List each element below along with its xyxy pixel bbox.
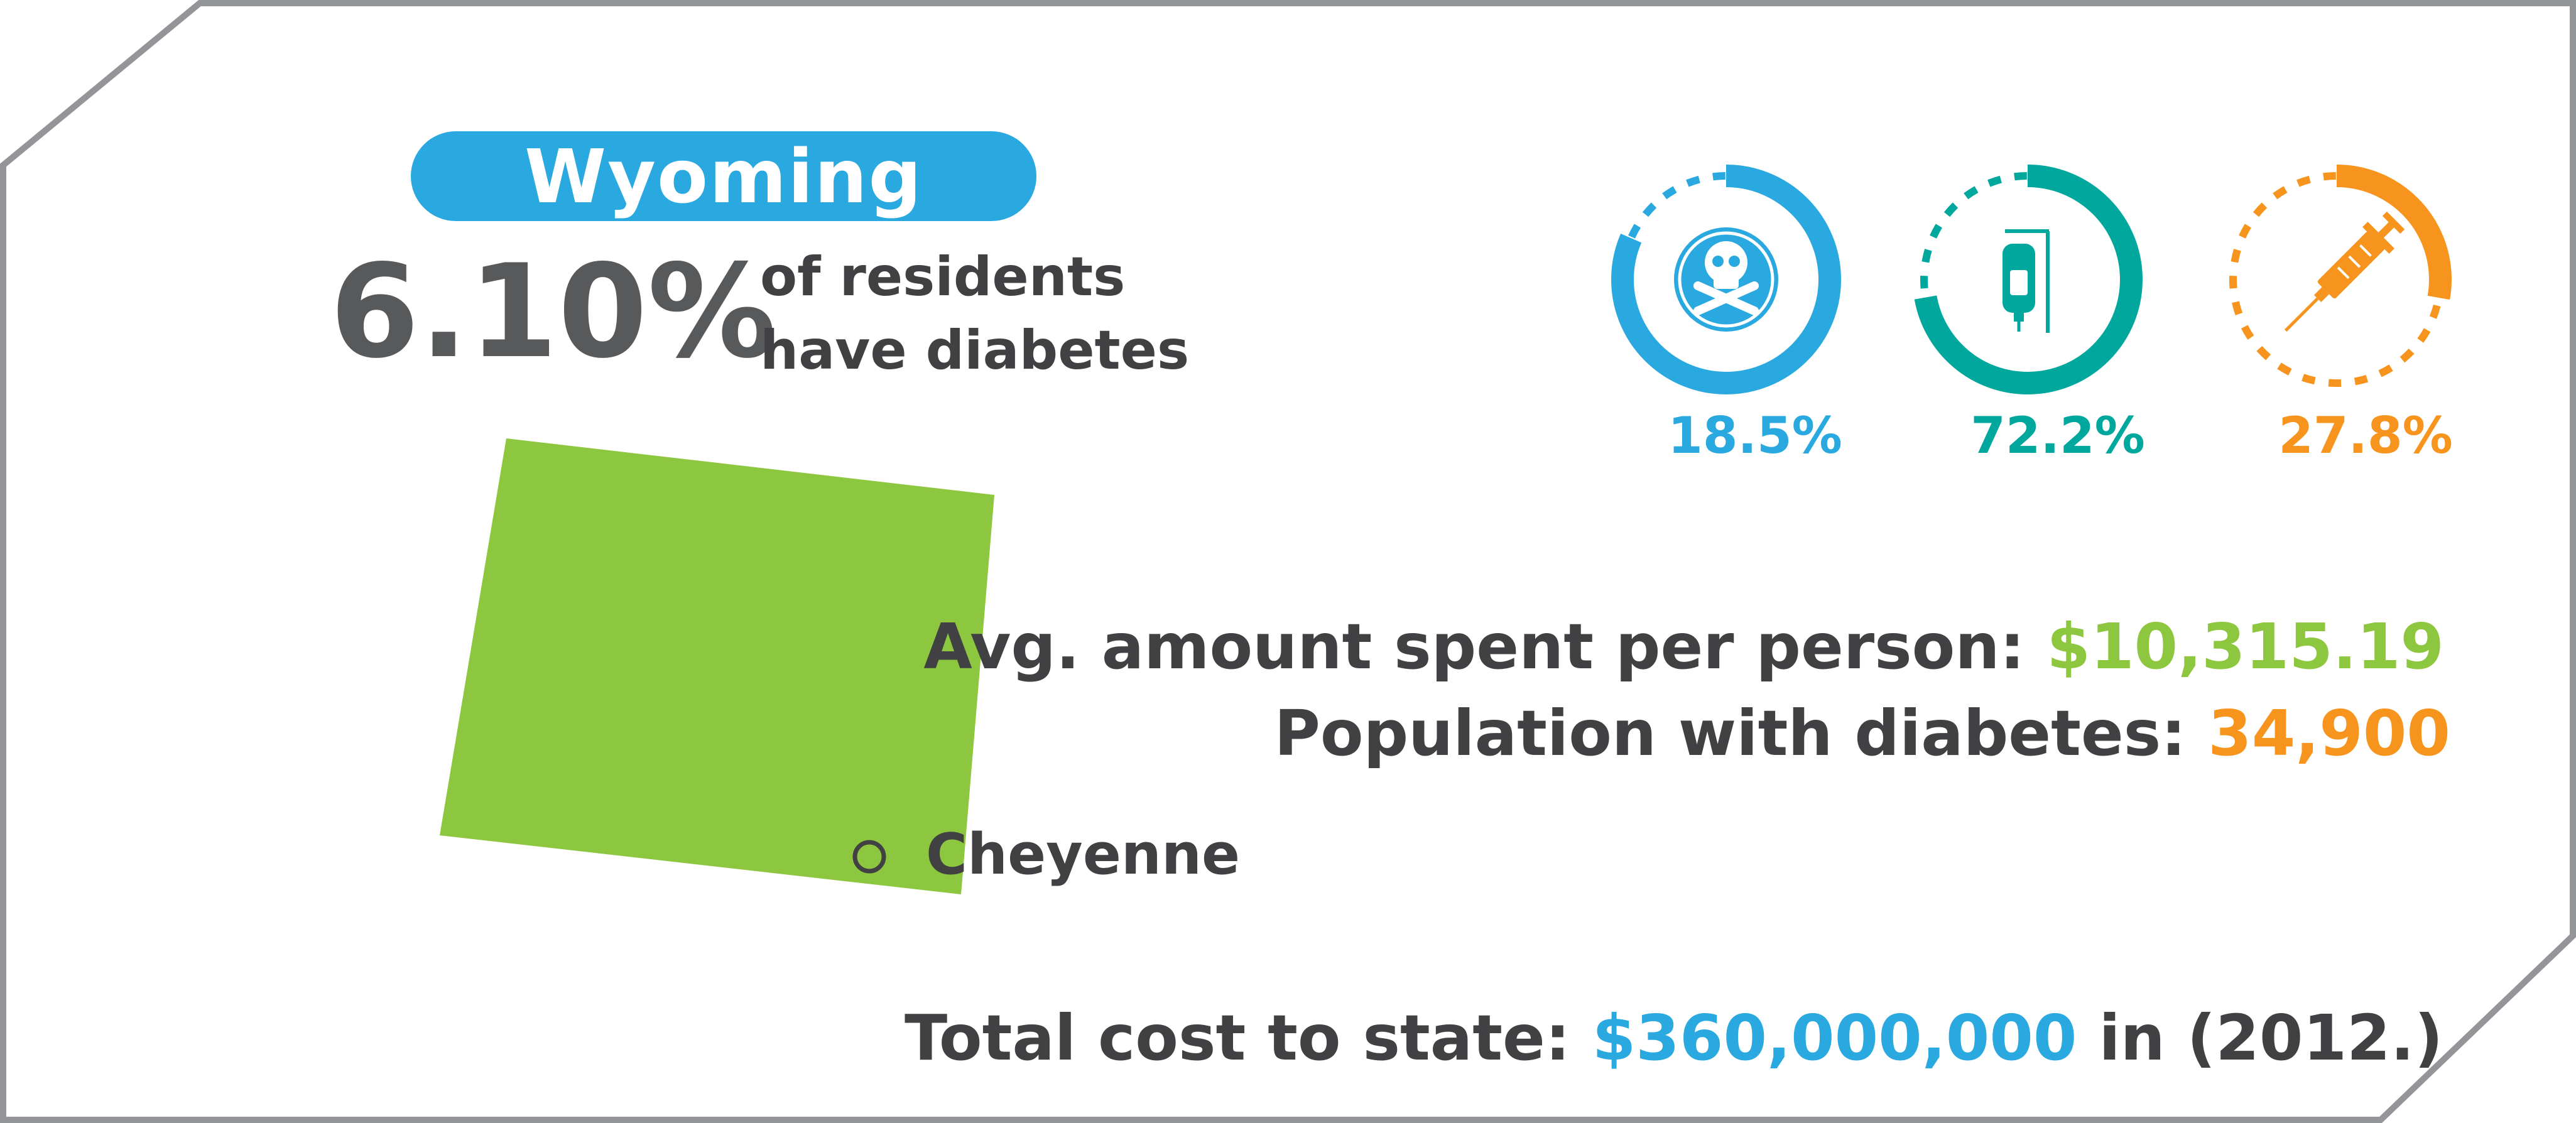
city-marker-icon [852,840,886,874]
total-cost-row: Total cost to state: $360,000,000 in (20… [905,1007,2443,1070]
city-label: Cheyenne [926,822,1241,887]
avg-spent-row: Avg. amount spent per person: $10,315.19 [923,616,2444,678]
syringe-icon [2284,211,2405,332]
ring-value-2: 72.2% [1970,406,2145,465]
state-map-shape [440,438,994,894]
ring-chart-1 [1611,165,1841,394]
iv-bag-icon [2003,229,2050,333]
prevalence-value: 6.10% [330,237,777,387]
ring-chart-3 [2222,165,2452,394]
state-name: Wyoming [524,133,923,220]
skull-crossbones-icon [1674,227,1778,332]
ring-chart-2 [1913,165,2143,394]
ring-value-1: 18.5% [1668,406,1842,465]
ring-arc-1 [1611,165,1841,394]
total-cost-suffix: in (2012.) [2099,1001,2443,1075]
population-label: Population with diabetes: [1274,697,2187,770]
ring-arc-2 [1913,165,2143,394]
avg-spent-value: $10,315.19 [2046,610,2444,683]
prevalence-caption-line-1: of residents [760,246,1126,308]
population-row: Population with diabetes: 34,900 [1274,702,2450,765]
ring-arc-3 [2222,165,2452,394]
ring-value-3: 27.8% [2278,406,2453,465]
total-cost-value: $360,000,000 [1592,1001,2077,1075]
population-value: 34,900 [2208,697,2450,770]
total-cost-label: Total cost to state: [905,1001,1570,1075]
prevalence-caption-line-2: have diabetes [760,319,1190,382]
avg-spent-label: Avg. amount spent per person: [923,610,2025,683]
state-name-badge: Wyoming [411,131,1036,221]
